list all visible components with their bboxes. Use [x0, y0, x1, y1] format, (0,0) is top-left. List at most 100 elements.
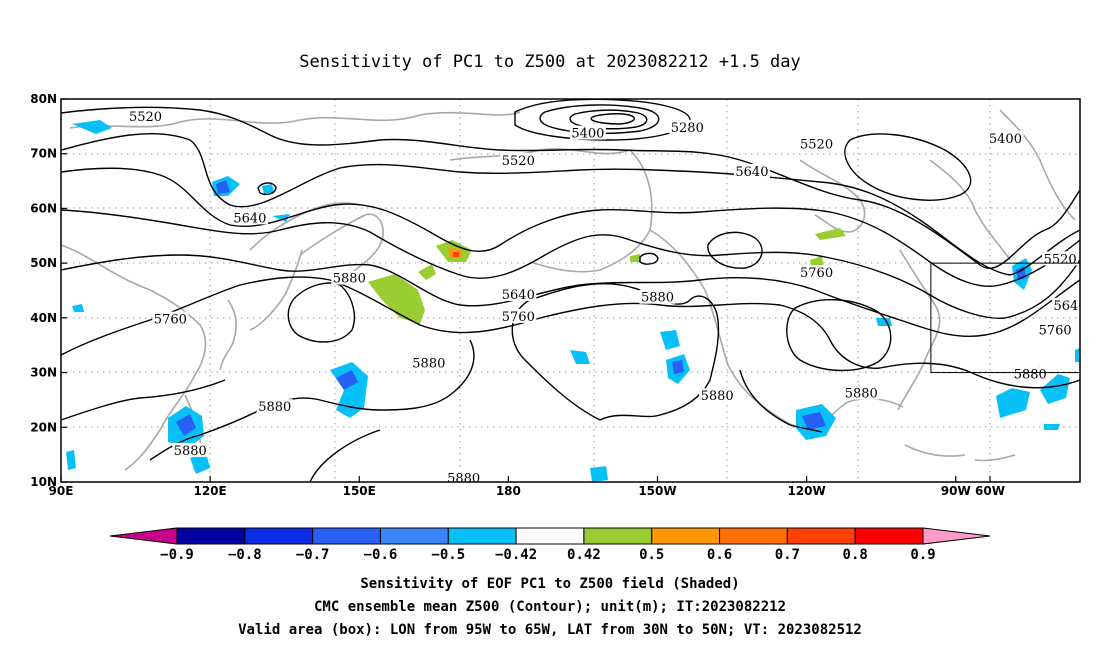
contour-line [511, 283, 720, 421]
contour-line [61, 379, 226, 421]
shade-patch [330, 362, 368, 418]
shade-patch [216, 180, 230, 194]
colorbar-label: −0.7 [296, 547, 330, 563]
contour-label: 5880 [333, 272, 366, 287]
coastlines [61, 109, 1076, 471]
x-tick-label: 120W [787, 484, 825, 498]
contour-label: 5520 [129, 110, 162, 125]
contour-line [61, 209, 1080, 319]
contour-label: 5760 [154, 313, 187, 328]
shade-patch [66, 450, 76, 470]
map-area: 5520 5400 5280 5520 5400 5520 5640 5640 5520 5640… [61, 99, 1087, 486]
contour-line [569, 109, 648, 130]
contour-label-background [500, 286, 537, 301]
x-tick-label: 150W [638, 484, 676, 498]
shade-patch [876, 318, 892, 326]
contour-label: 5640 [1054, 299, 1087, 314]
contour-label-background [987, 131, 1024, 146]
map-frame [60, 98, 1081, 483]
colorbar-segment [244, 527, 314, 545]
shade-patch [72, 120, 112, 134]
shade-patch [1044, 424, 1060, 430]
coast-caribbean [904, 444, 1016, 462]
contour-label-background [256, 399, 293, 414]
colorbar-segment [176, 527, 246, 545]
x-tick-label: 60W [975, 484, 1005, 498]
colorbar-segment [854, 527, 924, 545]
contour-label: 5520 [502, 154, 535, 169]
contour-label-background [500, 152, 537, 167]
contour-line [61, 133, 1080, 276]
z500-contours [61, 99, 1080, 482]
y-tick-label: 40N [30, 311, 57, 325]
grid [61, 99, 1080, 482]
shade-patch [996, 388, 1030, 418]
shade-patch [72, 304, 84, 312]
shade-patch [660, 330, 680, 350]
colorbar-arrow-high [922, 527, 991, 545]
contour-line [309, 429, 381, 482]
shade-patch [590, 466, 608, 482]
caption-line-1: Sensitivity of EOF PC1 to Z500 field (Sh… [360, 576, 739, 592]
contour-label-background [172, 442, 209, 457]
sensitivity-shading [66, 120, 1080, 482]
colorbar-segment [379, 527, 449, 545]
contour-label-background [798, 136, 835, 151]
contour-label-background [410, 355, 447, 370]
contour-label-background [1012, 366, 1049, 381]
contour-labels: 5520 5400 5280 5520 5400 5520 5640 5640 5520 5640… [127, 109, 1087, 486]
caption-line-2: CMC ensemble mean Z500 (Contour); unit(m… [314, 599, 786, 615]
x-tick-label: 150E [343, 484, 376, 498]
contour-label-background [445, 470, 482, 482]
contour-line [61, 106, 1080, 269]
contour-label: 5280 [671, 121, 704, 136]
y-tick-label: 80N [30, 92, 57, 106]
x-tick-label: 120E [193, 484, 226, 498]
shade-patch [272, 214, 290, 222]
colorbar-segment [719, 527, 788, 545]
colorbar-segment [312, 527, 381, 545]
contour-label-background [331, 270, 368, 285]
shade-patch [672, 360, 684, 374]
contour-label: 5880 [412, 356, 445, 371]
caption-line-3: Valid area (box): LON from 95W to 65W, L… [238, 622, 862, 638]
contour-line [539, 104, 660, 134]
contour-label-background [798, 265, 835, 280]
shade-patch [630, 254, 640, 262]
colorbar-segment [786, 527, 856, 545]
x-tick-label: 90E [49, 484, 74, 498]
colorbar-segment [651, 527, 721, 545]
shade-patch [570, 350, 590, 364]
colorbar-label: −0.6 [364, 547, 398, 563]
contour-line [844, 133, 972, 201]
shade-patch [176, 414, 196, 436]
contour-line [707, 231, 763, 269]
shade-patch [815, 228, 846, 240]
contour-label-background [231, 210, 268, 225]
contour-label-background [127, 109, 164, 124]
contour-label-background [1037, 322, 1074, 337]
colorbar-label: 0.9 [910, 547, 935, 563]
contour-line [61, 167, 1080, 287]
contour-label: 5400 [989, 132, 1022, 147]
colorbar-label: −0.8 [228, 547, 262, 563]
contour-line [149, 339, 475, 461]
colorbar-label: 0.6 [707, 547, 732, 563]
contour-label: 5880 [1014, 367, 1047, 382]
contour-line [257, 182, 277, 196]
shade-patch [336, 370, 358, 390]
colorbar: −0.9 −0.8 −0.7 −0.6 −0.5 −0.42 0.42 0.5 0.6 0.7 0.… [109, 527, 991, 563]
colorbar-label: 0.8 [843, 547, 868, 563]
coast-alaska [449, 148, 653, 273]
coast-korea [219, 299, 237, 371]
contour-label-background [639, 289, 676, 304]
coast-russia-arctic [69, 111, 521, 129]
contour-label: 5880 [174, 444, 207, 459]
contour-label: 5880 [701, 389, 734, 404]
y-tick-label: 50N [30, 256, 57, 270]
shade-patch [262, 184, 274, 194]
coast-hudson-bay [799, 159, 866, 233]
contour-label: 5880 [447, 471, 480, 486]
contour-label-background [152, 311, 189, 326]
